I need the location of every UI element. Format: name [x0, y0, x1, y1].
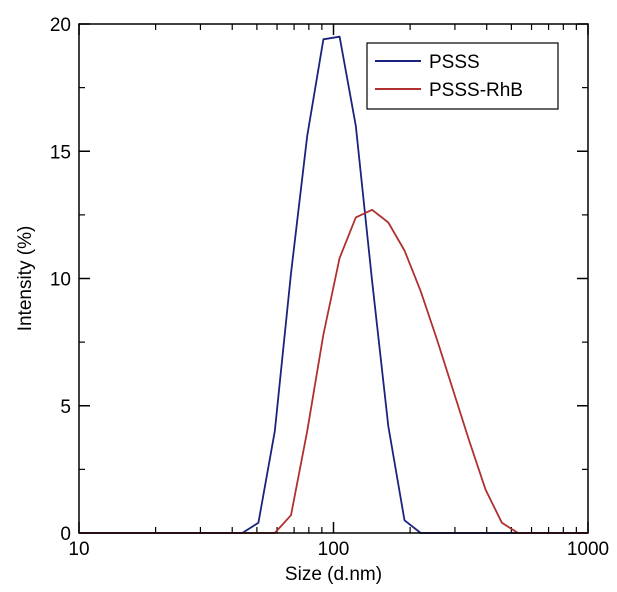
- tick-labels: 10 100 1000 0 5 10 15 20: [50, 15, 609, 560]
- x-tick-label: 1000: [567, 539, 609, 560]
- y-tick-label: 0: [60, 524, 71, 545]
- y-tick-label: 15: [50, 142, 71, 163]
- x-axis-title: Size (d.nm): [285, 564, 382, 585]
- series-lines: [79, 35, 588, 534]
- y-tick-label: 5: [60, 397, 71, 418]
- y-axis-title: Intensity (%): [15, 226, 36, 332]
- x-tick-label: 100: [318, 539, 350, 560]
- y-tick-label: 10: [50, 270, 71, 291]
- series-line-psss: [79, 35, 588, 534]
- y-tick-label: 20: [50, 15, 71, 36]
- legend-label: PSSS: [429, 52, 480, 73]
- legend: PSSS PSSS-RhB: [366, 42, 559, 110]
- series-line-psss-rhb: [79, 208, 588, 534]
- x-tick-label: 10: [68, 539, 89, 560]
- legend-label: PSSS-RhB: [429, 80, 523, 101]
- legend-box: [366, 42, 559, 110]
- plot-frame: [78, 23, 589, 534]
